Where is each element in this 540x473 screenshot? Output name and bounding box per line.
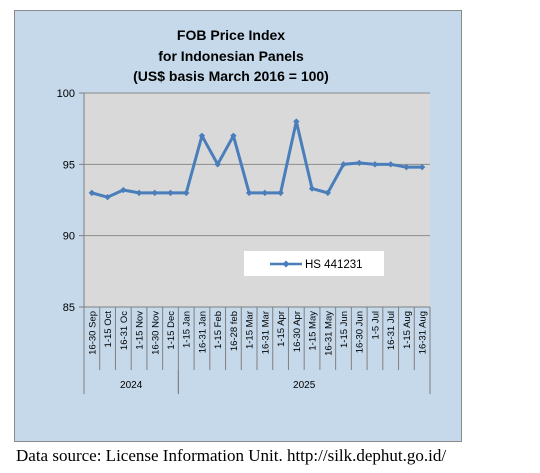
data-point (261, 189, 269, 197)
x-tick-label: 16-31 May (323, 311, 334, 356)
data-point (151, 189, 158, 197)
chart-title-line-2: for Indonesian Panels (158, 48, 304, 64)
data-point (308, 185, 316, 192)
x-tick-label: 1-15 Apr (276, 311, 287, 347)
x-tick-label: 1-15 Jun (339, 311, 350, 348)
x-tick-label: 1-5 Jul (370, 311, 381, 340)
y-tick-label: 95 (63, 159, 75, 171)
data-point (324, 189, 331, 197)
y-tick-label: 100 (57, 88, 75, 100)
data-source-note: Data source: License Information Unit. h… (16, 446, 447, 465)
data-point (277, 189, 284, 197)
series-line (91, 120, 423, 199)
legend: HS 441231 (244, 251, 384, 276)
legend-label: HS 441231 (305, 259, 363, 271)
data-point (387, 161, 394, 168)
x-tick-label: 16-30 Nov (150, 311, 161, 355)
data-point (198, 132, 206, 139)
x-tick-label: 1-15 May (308, 311, 319, 351)
x-tick-label: 1-15 Dec (166, 311, 177, 350)
year-label-2024: 2024 (120, 380, 143, 391)
x-tick-label: 1-15 Mar (245, 311, 256, 349)
data-point (88, 189, 96, 197)
x-tick-label: 1-15 Oct (103, 311, 114, 348)
chart-title-line-3: (US$ basis March 2016 = 100) (133, 68, 329, 84)
x-tick-label: 1-15 Aug (402, 311, 413, 349)
x-tick-label: 16-30 Jun (355, 311, 366, 353)
x-tick-label: 16-31 Jan (197, 311, 208, 353)
data-point (371, 161, 379, 168)
legend-marker (282, 260, 290, 268)
data-point (167, 189, 174, 197)
x-tick-label: 16-30 Apr (292, 311, 303, 352)
legend-box (244, 251, 384, 276)
series-hs-441231 (88, 118, 426, 201)
x-tick-label: 16-31 Mar (260, 311, 271, 354)
data-point (418, 163, 426, 171)
x-tick-label: 16-31 Jul (386, 311, 397, 350)
x-tick-label: 1-15 Nov (135, 311, 146, 350)
x-tick-label: 16-31 Oc (119, 311, 130, 350)
data-point (104, 193, 111, 201)
x-tick-label: 16-31 Aug (418, 311, 429, 354)
data-point (135, 189, 143, 197)
x-tick-label: 16-28 feb (229, 311, 240, 351)
y-axis-ticks: 85 90 95 100 (57, 88, 84, 314)
x-axis: 16-30 Sep 1-15 Oct 16-31 Oc 1-15 Nov 16-30 N… (83, 93, 431, 394)
chart-title-line-1: FOB Price Index (177, 27, 285, 43)
data-point (245, 189, 253, 197)
year-label-2025: 2025 (293, 380, 316, 391)
x-tick-label: 1-15 Feb (213, 311, 224, 349)
x-tick-label: 1-15 Jan (182, 311, 193, 348)
data-point (230, 132, 237, 139)
data-point (340, 161, 347, 168)
y-tick-label: 90 (63, 231, 75, 243)
data-point (183, 189, 190, 197)
x-tick-label: 16-30 Sep (87, 311, 98, 355)
chart-title: FOB Price Index for Indonesian Panels (U… (133, 27, 329, 84)
data-point (120, 186, 127, 194)
data-point (293, 118, 300, 125)
data-point (403, 163, 410, 171)
y-tick-label: 85 (63, 302, 75, 314)
data-point (214, 161, 221, 168)
data-point (356, 159, 363, 167)
